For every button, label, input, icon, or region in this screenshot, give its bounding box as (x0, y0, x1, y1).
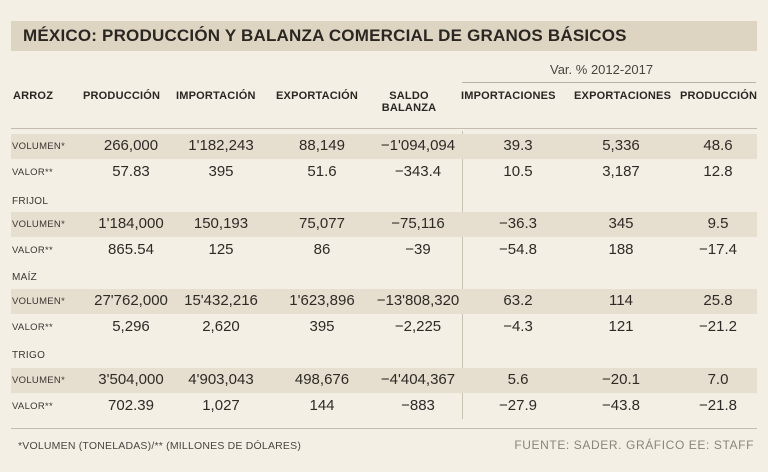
cell-exportacion: 395 (309, 318, 335, 335)
cell-var-exportaciones: −20.1 (602, 371, 640, 388)
footnote: *VOLUMEN (TONELADAS)/** (MILLONES DE DÓL… (18, 440, 302, 452)
cell-produccion: 3'504,000 (98, 371, 164, 388)
cell-var-importaciones: −27.9 (499, 397, 537, 414)
cell-produccion: 266,000 (103, 137, 159, 154)
cell-produccion: 57.83 (112, 163, 150, 180)
cell-var-produccion: 9.5 (707, 215, 729, 232)
cell-importacion: 150,193 (193, 215, 249, 232)
cell-var-exportaciones: 345 (608, 215, 634, 232)
section-label: MAÍZ (12, 272, 38, 283)
cell-importacion: 395 (208, 163, 234, 180)
cell-var-exportaciones: 5,336 (602, 137, 640, 154)
cell-importacion: 1'182,243 (188, 137, 254, 154)
variation-divider (462, 82, 756, 83)
cell-importacion: 15'432,216 (184, 292, 258, 309)
table-row: VALOR** 5,296 2,620 395 −2,225 −4.3 121 … (11, 315, 757, 340)
cell-var-produccion: 12.8 (703, 163, 733, 180)
cell-saldo: −883 (401, 397, 435, 414)
section-label: FRIJOL (12, 196, 49, 207)
cell-importacion: 1,027 (202, 397, 240, 414)
row-label: VALOR** (12, 322, 53, 333)
header-first-category: ARROZ (13, 90, 54, 102)
cell-exportacion: 86 (313, 241, 331, 258)
table-row: VALOR** 865.54 125 86 −39 −54.8 188 −17.… (11, 238, 757, 263)
cell-saldo: −75,116 (391, 215, 445, 232)
title-bar: MÉXICO: PRODUCCIÓN Y BALANZA COMERCIAL D… (11, 21, 757, 51)
table-row: VOLUMEN* 3'504,000 4'903,043 498,676 −4'… (11, 368, 757, 393)
table-row: VOLUMEN* 1'184,000 150,193 75,077 −75,11… (11, 212, 757, 237)
cell-var-produccion: −17.4 (699, 241, 737, 258)
cell-var-produccion: −21.8 (699, 397, 737, 414)
table-row: VALOR** 702.39 1,027 144 −883 −27.9 −43.… (11, 394, 757, 419)
cell-var-produccion: 25.8 (703, 292, 733, 309)
header-var-importaciones: IMPORTACIONES (461, 90, 556, 102)
cell-produccion: 5,296 (112, 318, 150, 335)
cell-var-produccion: 7.0 (707, 371, 729, 388)
source-credit: FUENTE: SADER. GRÁFICO EE: STAFF (514, 438, 754, 452)
table-row: VOLUMEN* 27'762,000 15'432,216 1'623,896… (11, 289, 757, 314)
cell-var-exportaciones: 114 (609, 292, 633, 309)
cell-saldo: −4'404,367 (380, 371, 456, 388)
cell-produccion: 865.54 (108, 241, 154, 258)
header-saldo-balanza: SALDO BALANZA (372, 90, 446, 114)
cell-var-importaciones: −36.3 (499, 215, 537, 232)
cell-produccion: 27'762,000 (94, 292, 168, 309)
cell-produccion: 1'184,000 (98, 215, 164, 232)
cell-var-exportaciones: 188 (608, 241, 634, 258)
cell-saldo: −343.4 (394, 163, 442, 180)
cell-var-importaciones: 10.5 (503, 163, 533, 180)
cell-var-exportaciones: −43.8 (602, 397, 640, 414)
cell-var-importaciones: −4.3 (503, 318, 533, 335)
header-balanza: BALANZA (381, 102, 437, 114)
cell-exportacion: 75,077 (299, 215, 345, 232)
header-var-produccion: PRODUCCIÓN (680, 90, 758, 102)
cell-produccion: 702.39 (108, 397, 154, 414)
cell-var-exportaciones: 121 (608, 318, 634, 335)
cell-var-produccion: 48.6 (703, 137, 733, 154)
footer-divider (11, 428, 757, 429)
cell-var-produccion: −21.2 (699, 318, 737, 335)
row-label: VOLUMEN* (12, 219, 66, 230)
column-separator (462, 131, 463, 419)
header-produccion: PRODUCCIÓN (83, 90, 161, 102)
cell-exportacion: 51.6 (307, 163, 337, 180)
cell-var-exportaciones: 3,187 (602, 163, 640, 180)
cell-importacion: 4'903,043 (188, 371, 254, 388)
cell-importacion: 2,620 (202, 318, 240, 335)
cell-importacion: 125 (208, 241, 234, 258)
row-label: VOLUMEN* (12, 141, 66, 152)
cell-exportacion: 498,676 (294, 371, 350, 388)
cell-var-importaciones: −54.8 (499, 241, 537, 258)
row-label: VALOR** (12, 401, 53, 412)
header-importacion: IMPORTACIÓN (176, 90, 256, 102)
page-title: MÉXICO: PRODUCCIÓN Y BALANZA COMERCIAL D… (23, 26, 627, 45)
table-row: VALOR** 57.83 395 51.6 −343.4 10.5 3,187… (11, 160, 757, 185)
cell-saldo: −39 (405, 241, 431, 258)
cell-var-importaciones: 39.3 (503, 137, 533, 154)
row-label: VALOR** (12, 245, 53, 256)
header-divider (11, 128, 757, 129)
row-label: VOLUMEN* (12, 375, 66, 386)
cell-exportacion: 1'623,896 (289, 292, 355, 309)
cell-var-importaciones: 63.2 (503, 292, 533, 309)
table-row: VOLUMEN* 266,000 1'182,243 88,149 −1'094… (11, 134, 757, 159)
cell-saldo: −13'808,320 (376, 292, 460, 309)
row-label: VOLUMEN* (12, 296, 66, 307)
cell-saldo: −1'094,094 (380, 137, 456, 154)
section-label: TRIGO (12, 350, 46, 361)
header-saldo: SALDO (389, 90, 429, 102)
cell-exportacion: 144 (309, 397, 335, 414)
header-var-exportaciones: EXPORTACIONES (574, 90, 672, 102)
cell-exportacion: 88,149 (299, 137, 345, 154)
cell-saldo: −2,225 (394, 318, 442, 335)
cell-var-importaciones: 5.6 (507, 371, 529, 388)
header-exportacion: EXPORTACIÓN (276, 90, 359, 102)
row-label: VALOR** (12, 167, 53, 178)
variation-label: Var. % 2012-2017 (550, 62, 654, 77)
